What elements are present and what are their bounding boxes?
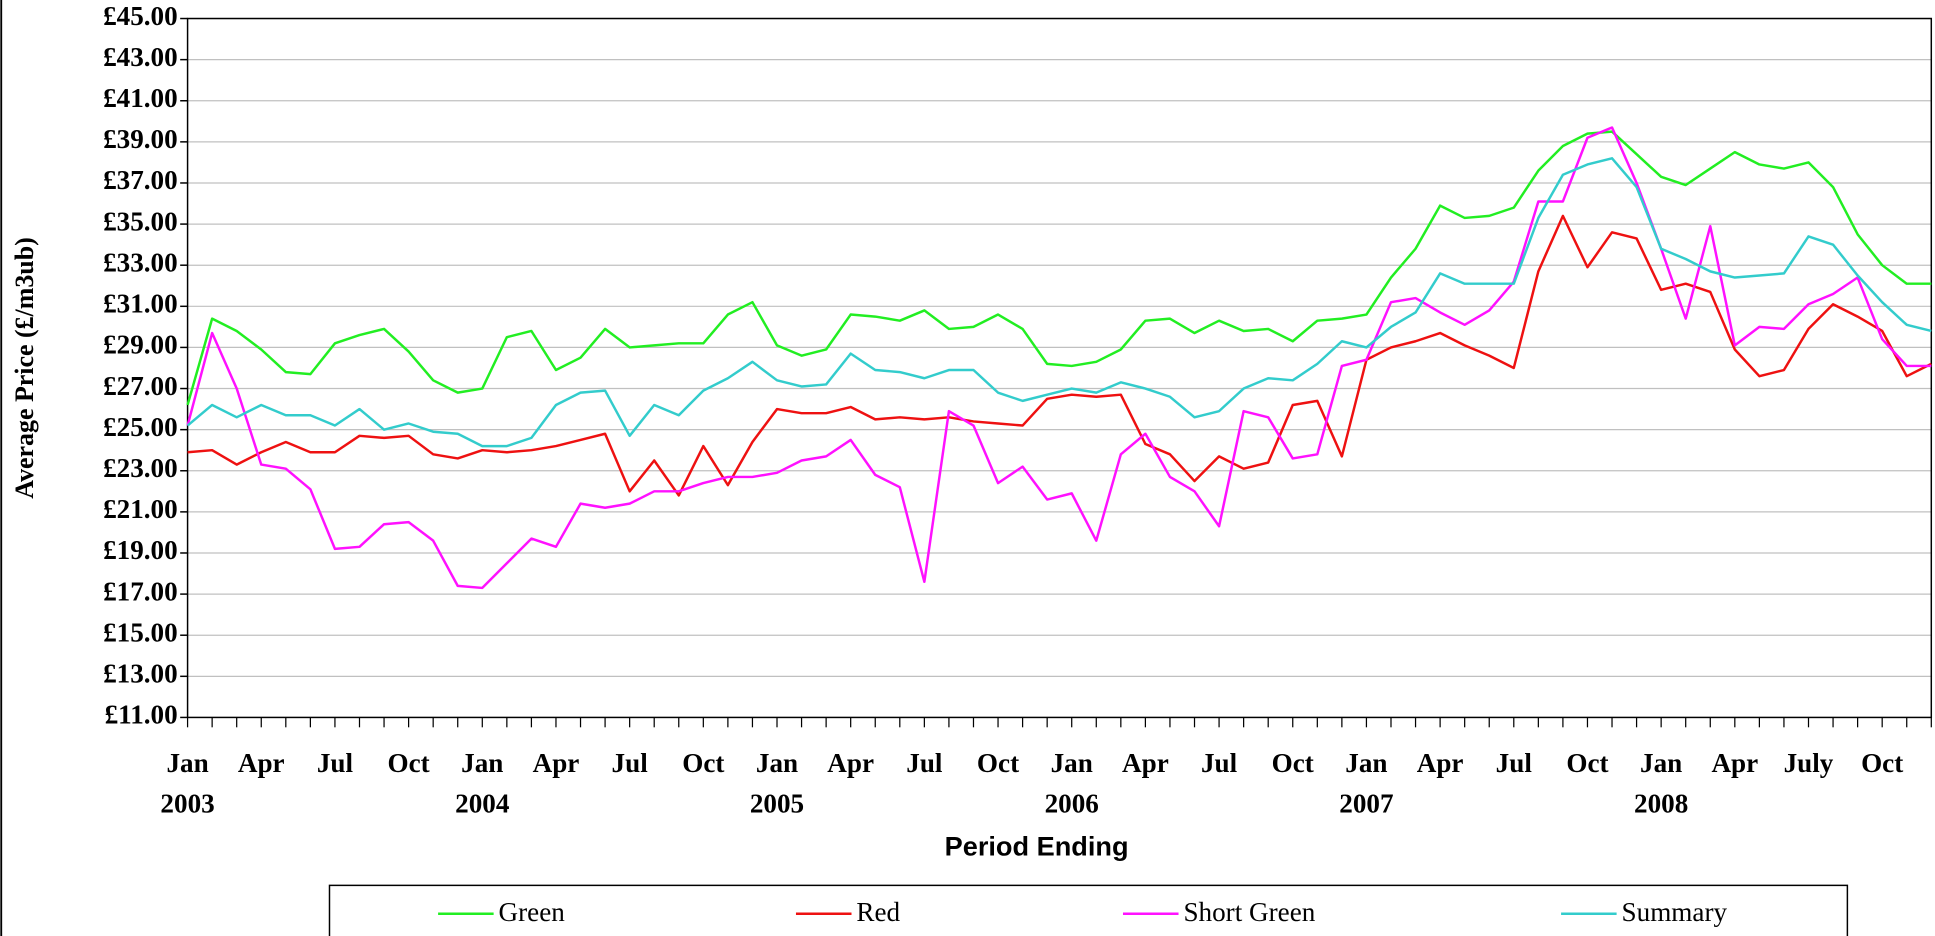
y-tick-label: £11.00 — [105, 700, 178, 730]
y-tick-label: £45.00 — [103, 1, 178, 31]
series-line — [187, 214, 1932, 497]
x-year-label: 2006 — [1045, 789, 1099, 819]
x-year-label: 2003 — [160, 789, 214, 819]
x-tick-label: Apr — [533, 748, 580, 778]
y-tick-label: £21.00 — [103, 494, 178, 524]
y-tick-label: £31.00 — [103, 289, 178, 319]
x-tick-label: Oct — [1566, 748, 1608, 778]
x-tick-label: Oct — [682, 748, 724, 778]
x-tick-label: Apr — [1417, 748, 1464, 778]
y-tick-label: £29.00 — [103, 330, 178, 360]
y-tick-label: £35.00 — [103, 206, 178, 236]
y-tick-label: £13.00 — [103, 659, 178, 689]
x-tick-label: Jan — [1640, 748, 1682, 778]
legend-box — [328, 884, 1849, 936]
x-tick-label: Jul — [1201, 748, 1238, 778]
x-tick-label: July — [1784, 748, 1834, 778]
x-tick-label: Jan — [1345, 748, 1387, 778]
y-tick-label: £43.00 — [103, 42, 178, 72]
x-tick-label: Jul — [1496, 748, 1533, 778]
series-line — [186, 130, 1932, 406]
x-year-label: 2007 — [1339, 789, 1393, 819]
x-tick-label: Apr — [1711, 748, 1758, 778]
x-tick-label: Jul — [906, 748, 943, 778]
y-tick-label: £19.00 — [103, 535, 178, 565]
y-tick-label: £23.00 — [103, 453, 178, 483]
legend-label: Green — [499, 897, 566, 927]
x-tick-label: Apr — [827, 748, 874, 778]
y-tick-label: £27.00 — [103, 371, 178, 401]
plot-area — [186, 17, 1933, 719]
y-tick-label: £15.00 — [103, 617, 178, 647]
y-tick-label: £17.00 — [103, 576, 178, 606]
x-tick-label: Jul — [317, 748, 354, 778]
x-tick-label: Apr — [238, 748, 285, 778]
x-year-label: 2008 — [1634, 789, 1688, 819]
legend-label: Short Green — [1183, 897, 1315, 927]
x-tick-label: Oct — [1861, 748, 1903, 778]
y-tick-label: £33.00 — [103, 247, 178, 277]
legend-label: Summary — [1622, 897, 1728, 927]
x-tick-label: Apr — [1122, 748, 1169, 778]
x-axis-title: Period Ending — [945, 830, 1129, 861]
x-tick-label: Oct — [388, 748, 430, 778]
x-year-label: 2005 — [750, 789, 804, 819]
x-year-label: 2004 — [455, 789, 510, 819]
x-tick-label: Jan — [756, 748, 798, 778]
x-tick-label: Oct — [1272, 748, 1314, 778]
series-line — [186, 157, 1932, 448]
x-tick-label: Jan — [461, 748, 503, 778]
y-tick-label: £41.00 — [103, 83, 178, 113]
x-tick-label: Jan — [1051, 748, 1093, 778]
legend-label: Red — [856, 897, 900, 927]
y-tick-label: £37.00 — [103, 165, 178, 195]
y-tick-label: £25.00 — [103, 412, 178, 442]
x-tick-label: Jan — [166, 748, 208, 778]
x-tick-label: Oct — [977, 748, 1019, 778]
series-line — [186, 126, 1932, 590]
y-axis-title: Average Price (£/m3ub) — [10, 237, 39, 498]
y-tick-label: £39.00 — [103, 124, 178, 154]
x-tick-label: Jul — [612, 748, 649, 778]
